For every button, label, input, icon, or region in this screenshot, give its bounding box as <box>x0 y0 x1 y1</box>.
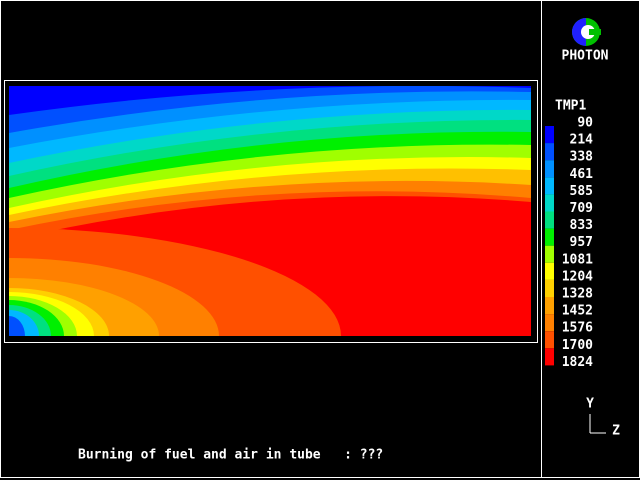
legend-level: 1700 <box>562 338 593 353</box>
legend-swatch <box>545 331 554 349</box>
caption: Burning of fuel and air in tube : ??? <box>78 448 383 463</box>
contour-field <box>9 86 531 336</box>
legend-swatch <box>545 297 554 315</box>
legend-level: 338 <box>570 150 594 165</box>
logo-icon <box>572 18 601 46</box>
logo-text: PHOTON <box>562 49 609 64</box>
legend-level: 1576 <box>562 321 593 336</box>
plot-border <box>4 80 538 343</box>
axis-label-z: Z <box>612 424 620 439</box>
legend-level: 709 <box>570 201 593 216</box>
legend-title: TMP1 <box>555 99 586 114</box>
legend-swatch <box>545 262 554 280</box>
legend-swatch <box>545 211 554 229</box>
legend-swatch <box>545 245 554 263</box>
legend-level: 957 <box>570 235 593 250</box>
legend-level: 214 <box>570 133 594 148</box>
legend-level: 1452 <box>562 304 593 319</box>
legend-swatch <box>545 126 554 144</box>
legend-swatch <box>545 143 554 161</box>
legend-swatch <box>545 348 554 366</box>
legend-swatch <box>545 194 554 212</box>
legend-level: 1081 <box>562 252 593 267</box>
legend-level: 1328 <box>562 287 593 302</box>
legend-swatch <box>545 228 554 246</box>
legend-level: 833 <box>570 218 593 233</box>
legend-swatch <box>545 160 554 178</box>
legend: 90 214 338 461 585 709 833 957 1081 1204 1328 1452 1… <box>545 116 593 370</box>
legend-swatch <box>545 279 554 297</box>
legend-level: 1204 <box>562 269 593 284</box>
legend-swatch <box>545 177 554 195</box>
legend-level: 90 <box>577 116 593 131</box>
legend-level: 585 <box>570 184 593 199</box>
axis-label-y: Y <box>586 397 594 412</box>
legend-swatch <box>545 314 554 332</box>
legend-level: 1824 <box>562 355 593 370</box>
legend-level: 461 <box>570 167 594 182</box>
